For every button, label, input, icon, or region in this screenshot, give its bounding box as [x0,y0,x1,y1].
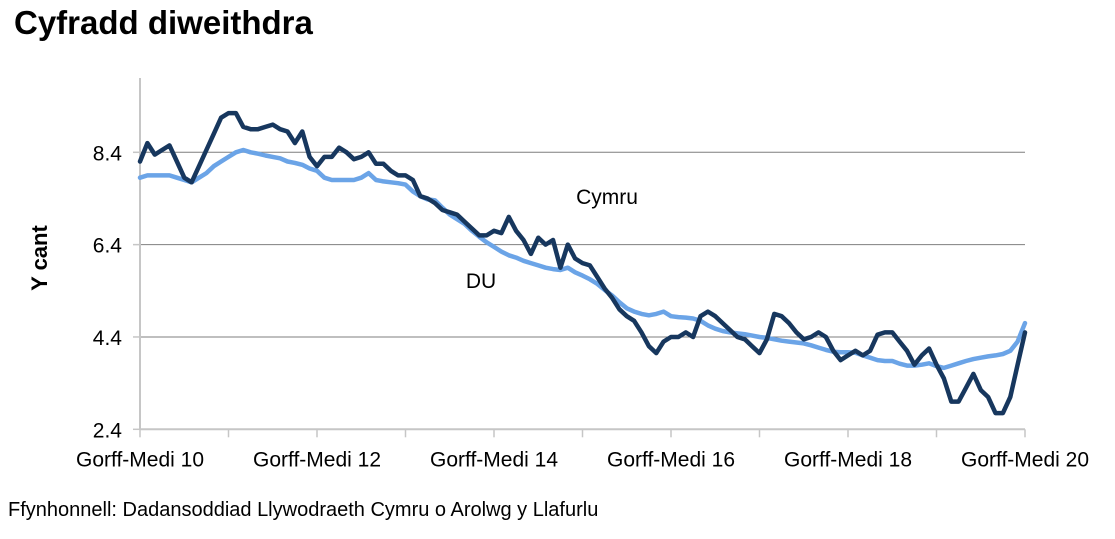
x-tick-label: Gorff-Medi 20 [961,448,1089,471]
y-tick-label: 6.4 [93,235,123,258]
x-tick-label: Gorff-Medi 12 [253,448,381,471]
x-tick-label: Gorff-Medi 16 [607,448,735,471]
series-label-cymru: Cymru [576,186,638,209]
x-tick-label: Gorff-Medi 10 [76,448,204,471]
du-line [137,147,1028,371]
y-tick-label: 2.4 [93,419,123,442]
y-tick-label: 8.4 [93,142,123,165]
y-tick-label: 4.4 [93,327,123,350]
x-tick-label: Gorff-Medi 18 [784,448,912,471]
chart-title: Cyfradd diweithdra [14,4,313,41]
x-tick-label: Gorff-Medi 14 [430,448,558,471]
series-label-du: DU [465,270,497,293]
source-note: Ffynhonnell: Dadansoddiad Llywodraeth Cy… [8,499,599,521]
cymru-line [137,110,1028,416]
